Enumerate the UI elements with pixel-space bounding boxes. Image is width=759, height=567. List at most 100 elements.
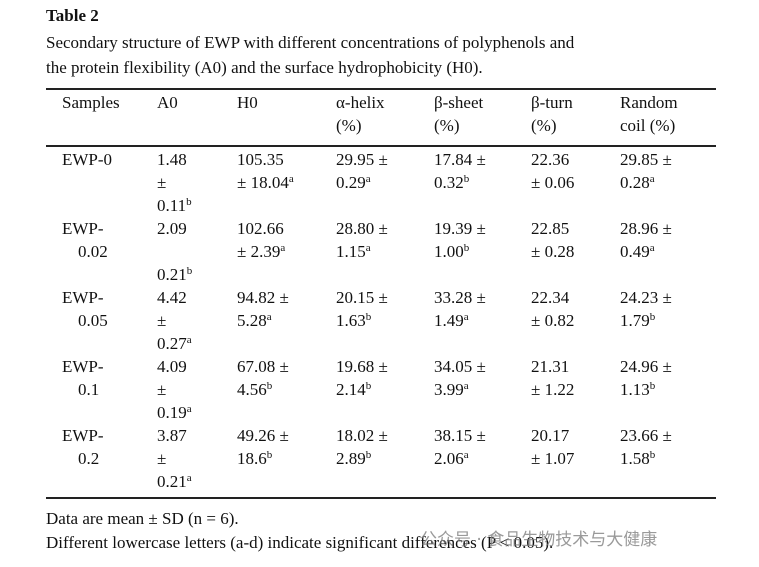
header-cell: Samples [62, 93, 120, 112]
header-cell: α-helix [336, 93, 385, 112]
cell-text: 33.28 ± [434, 288, 486, 307]
header-rule [46, 145, 716, 147]
cell-text: 0.32b [434, 173, 470, 192]
cell-text: 22.85 [531, 219, 570, 238]
superscript: b [649, 449, 656, 461]
cell-text: 18.02 ± [336, 426, 388, 445]
cell-text: ± 0.06 [531, 173, 575, 192]
superscript: a [280, 242, 286, 254]
cell-text: 0.11b [157, 196, 192, 215]
cell-text: 1.79b [620, 311, 656, 330]
cell-text: 0.02 [78, 242, 108, 261]
cell-text: 24.23 ± [620, 288, 672, 307]
cell-text: 94.82 ± [237, 288, 289, 307]
bottom-rule [46, 497, 716, 499]
cell-text: 4.09 [157, 357, 187, 376]
superscript: b [649, 311, 656, 323]
cell-text: 2.09 [157, 219, 187, 238]
cell-text: 34.05 ± [434, 357, 486, 376]
cell-text: 0.19a [157, 403, 192, 422]
superscript: b [365, 380, 372, 392]
cell-text: 20.17 [531, 426, 570, 445]
cell-text: 20.15 ± [336, 288, 388, 307]
caption-line: Secondary structure of EWP with differen… [46, 33, 575, 52]
cell-text: 38.15 ± [434, 426, 486, 445]
cell-text: 4.56b [237, 380, 273, 399]
cell-text: 1.15a [336, 242, 371, 261]
superscript: a [186, 403, 192, 415]
cell-text: 1.00b [434, 242, 470, 261]
cell-text: ± [157, 173, 167, 192]
cell-text: 1.48 [157, 150, 187, 169]
cell-text: 4.42 [157, 288, 187, 307]
header-cell: (%) [434, 116, 460, 135]
header-cell: Random [620, 93, 678, 112]
cell-text: EWP-0 [62, 150, 113, 169]
cell-text: 67.08 ± [237, 357, 289, 376]
superscript: a [649, 173, 655, 185]
superscript: b [266, 449, 273, 461]
cell-text: 2.06a [434, 449, 469, 468]
cell-text: 0.21a [157, 472, 192, 491]
header-cell: β-sheet [434, 93, 484, 112]
cell-text: 24.96 ± [620, 357, 672, 376]
caption-line: the protein flexibility (A0) and the sur… [46, 58, 483, 77]
cell-text: ± 18.04a [237, 173, 294, 192]
cell-text: 1.63b [336, 311, 372, 330]
cell-text: EWP- [62, 219, 104, 238]
footnote: Data are mean ± SD (n = 6). [46, 509, 239, 528]
cell-text: ± [157, 311, 167, 330]
superscript: a [463, 311, 469, 323]
superscript: a [266, 311, 272, 323]
cell-text: 0.21b [157, 265, 193, 284]
cell-text: 0.28a [620, 173, 655, 192]
superscript: b [266, 380, 273, 392]
superscript: a [186, 472, 192, 484]
cell-text: 0.1 [78, 380, 100, 399]
cell-text: 22.36 [531, 150, 570, 169]
cell-text: 22.34 [531, 288, 570, 307]
header-cell: β-turn [531, 93, 573, 112]
cell-text: 105.35 [237, 150, 284, 169]
cell-text: 28.80 ± [336, 219, 388, 238]
cell-text: 5.28a [237, 311, 272, 330]
cell-text: 18.6b [237, 449, 273, 468]
cell-text: 1.58b [620, 449, 656, 468]
top-rule [46, 88, 716, 90]
cell-text: ± 2.39a [237, 242, 286, 261]
cell-text: 3.99a [434, 380, 469, 399]
cell-text: 29.85 ± [620, 150, 672, 169]
superscript: a [463, 380, 469, 392]
superscript: b [649, 380, 656, 392]
cell-text: ± 1.07 [531, 449, 575, 468]
header-cell: coil (%) [620, 116, 676, 135]
superscript: b [186, 265, 193, 277]
cell-text: 0.29a [336, 173, 371, 192]
cell-text: 19.39 ± [434, 219, 486, 238]
cell-text: 21.31 [531, 357, 570, 376]
header-cell: (%) [531, 116, 557, 135]
cell-text: 0.2 [78, 449, 100, 468]
superscript: b [365, 311, 372, 323]
superscript: a [288, 173, 294, 185]
header-cell: (%) [336, 116, 362, 135]
cell-text: 2.14b [336, 380, 372, 399]
cell-text: 19.68 ± [336, 357, 388, 376]
cell-text: 17.84 ± [434, 150, 486, 169]
cell-text: 28.96 ± [620, 219, 672, 238]
header-cell: H0 [237, 93, 258, 112]
header-cell: A0 [157, 93, 178, 112]
cell-text: 0.49a [620, 242, 655, 261]
cell-text: 1.49a [434, 311, 469, 330]
cell-text: EWP- [62, 288, 104, 307]
superscript: a [186, 334, 192, 346]
superscript: a [365, 173, 371, 185]
superscript: b [186, 196, 192, 208]
watermark: 公众号 · 食品生物技术与大健康 [420, 530, 658, 550]
cell-text: 102.66 [237, 219, 284, 238]
cell-text: 0.27a [157, 334, 192, 353]
cell-text: EWP- [62, 357, 104, 376]
cell-text: EWP- [62, 426, 104, 445]
superscript: b [365, 449, 372, 461]
